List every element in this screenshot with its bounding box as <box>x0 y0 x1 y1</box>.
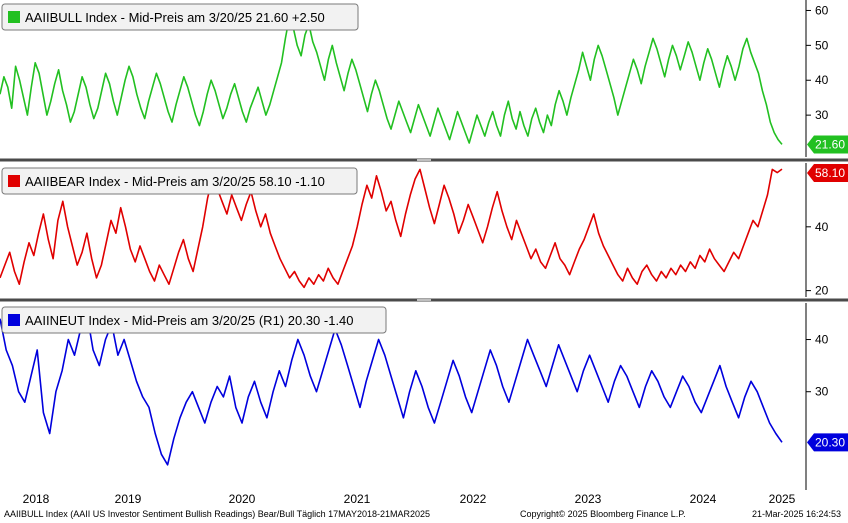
year-label: 2021 <box>344 492 371 506</box>
year-label: 2025 <box>769 492 796 506</box>
year-label: 2023 <box>575 492 602 506</box>
tick-label: 40 <box>815 73 829 87</box>
year-label: 2019 <box>115 492 142 506</box>
year-axis: 2018 2019 2020 2021 2022 2023 2024 2025 <box>23 470 807 506</box>
panel-2: 40 20 58.10 AAIIBEAR Index - Mid-Preis am 3… <box>0 163 848 302</box>
footer-copyright: Copyright© 2025 Bloomberg Finance L.P. <box>520 509 686 519</box>
footer-description: AAIIBULL Index (AAII US Investor Sentime… <box>4 509 430 519</box>
series-line-2 <box>0 168 783 289</box>
year-label: 2022 <box>460 492 487 506</box>
last-value-label: 20.30 <box>815 435 845 449</box>
legend-label: AAIIBEAR Index - Mid-Preis am 3/20/25 58… <box>25 174 325 189</box>
last-value-tag <box>807 433 848 452</box>
chart-panels: 60 50 40 30 21.60 AAIIBULL Index - Mid-Preis … <box>0 0 848 470</box>
panel-1: 60 50 40 30 21.60 AAIIBULL Index - Mid-Preis … <box>0 0 848 162</box>
year-label: 2018 <box>23 492 50 506</box>
legend-swatch <box>8 11 20 23</box>
legend-swatch <box>8 314 20 326</box>
tick-label: 30 <box>815 385 829 399</box>
legend-label: AAIINEUT Index - Mid-Preis am 3/20/25 (R… <box>25 313 354 328</box>
series-line-3 <box>0 312 783 466</box>
last-value-tag <box>807 164 848 182</box>
footer-timestamp: 21-Mar-2025 16:24:53 <box>752 509 841 519</box>
last-value-label: 21.60 <box>815 137 845 151</box>
series-line-1 <box>0 16 783 145</box>
legend-box <box>1 167 358 195</box>
legend-box <box>1 306 387 334</box>
tick-label: 40 <box>815 333 829 347</box>
legend-swatch <box>8 175 20 187</box>
tick-label: 20 <box>815 284 829 298</box>
legend-label: AAIIBULL Index - Mid-Preis am 3/20/25 21… <box>25 10 325 25</box>
last-value-label: 58.10 <box>815 166 845 180</box>
tick-label: 30 <box>815 108 829 122</box>
divider-grip[interactable] <box>417 299 431 301</box>
year-label: 2020 <box>229 492 256 506</box>
panel-3: 40 30 20.30 AAIINEUT Index - Mid-Preis am 3… <box>0 303 848 470</box>
year-label: 2024 <box>690 492 717 506</box>
tick-label: 40 <box>815 220 829 234</box>
legend-box <box>1 3 359 31</box>
divider-grip[interactable] <box>417 159 431 161</box>
tick-label: 50 <box>815 38 829 52</box>
last-value-tag <box>807 135 848 154</box>
tick-label: 60 <box>815 3 829 17</box>
